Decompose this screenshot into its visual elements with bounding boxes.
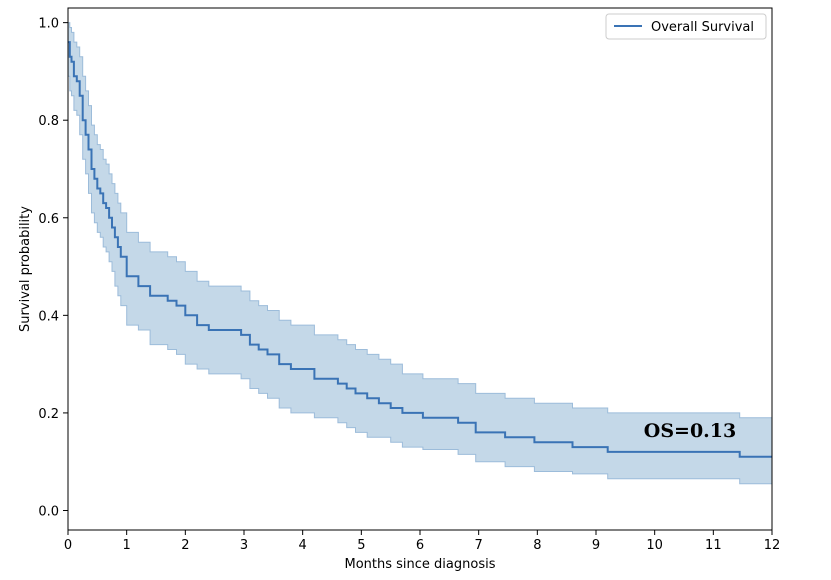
legend: Overall Survival <box>605 13 767 40</box>
y-axis-label: Survival probability <box>18 206 33 332</box>
y-tick-label: 0.4 <box>38 309 59 324</box>
x-tick-label: 6 <box>416 538 424 553</box>
x-tick-label: 0 <box>64 538 72 553</box>
y-tick-label: 0.2 <box>38 407 59 422</box>
legend-label: Overall Survival <box>651 20 754 35</box>
x-tick-label: 3 <box>240 538 248 553</box>
y-tick-label: 0.0 <box>38 504 59 519</box>
x-tick-label: 5 <box>357 538 365 553</box>
x-tick-label: 12 <box>764 538 781 553</box>
y-tick-label: 0.6 <box>38 212 59 227</box>
x-tick-label: 7 <box>475 538 483 553</box>
x-tick-label: 1 <box>123 538 131 553</box>
confidence-band-layer <box>67 22 773 485</box>
x-tick-label: 11 <box>705 538 722 553</box>
y-tick-label: 1.0 <box>38 17 59 32</box>
x-axis-label: Months since diagnosis <box>345 557 496 572</box>
x-tick-label: 9 <box>592 538 600 553</box>
confidence-band <box>67 22 773 485</box>
y-axis-ticks: 0.0 0.2 0.4 0.6 0.8 1.0 <box>38 17 68 519</box>
x-tick-label: 8 <box>533 538 541 553</box>
legend-box <box>605 13 767 40</box>
x-axis-ticks: 0 1 2 3 4 5 6 7 8 9 10 11 12 <box>64 530 780 553</box>
survival-line-layer <box>68 41 772 458</box>
os-annotation: OS=0.13 <box>644 420 736 442</box>
survival-line <box>68 41 772 458</box>
y-tick-label: 0.8 <box>38 114 59 129</box>
x-tick-label: 2 <box>181 538 189 553</box>
x-tick-label: 10 <box>646 538 663 553</box>
x-tick-label: 4 <box>299 538 307 553</box>
